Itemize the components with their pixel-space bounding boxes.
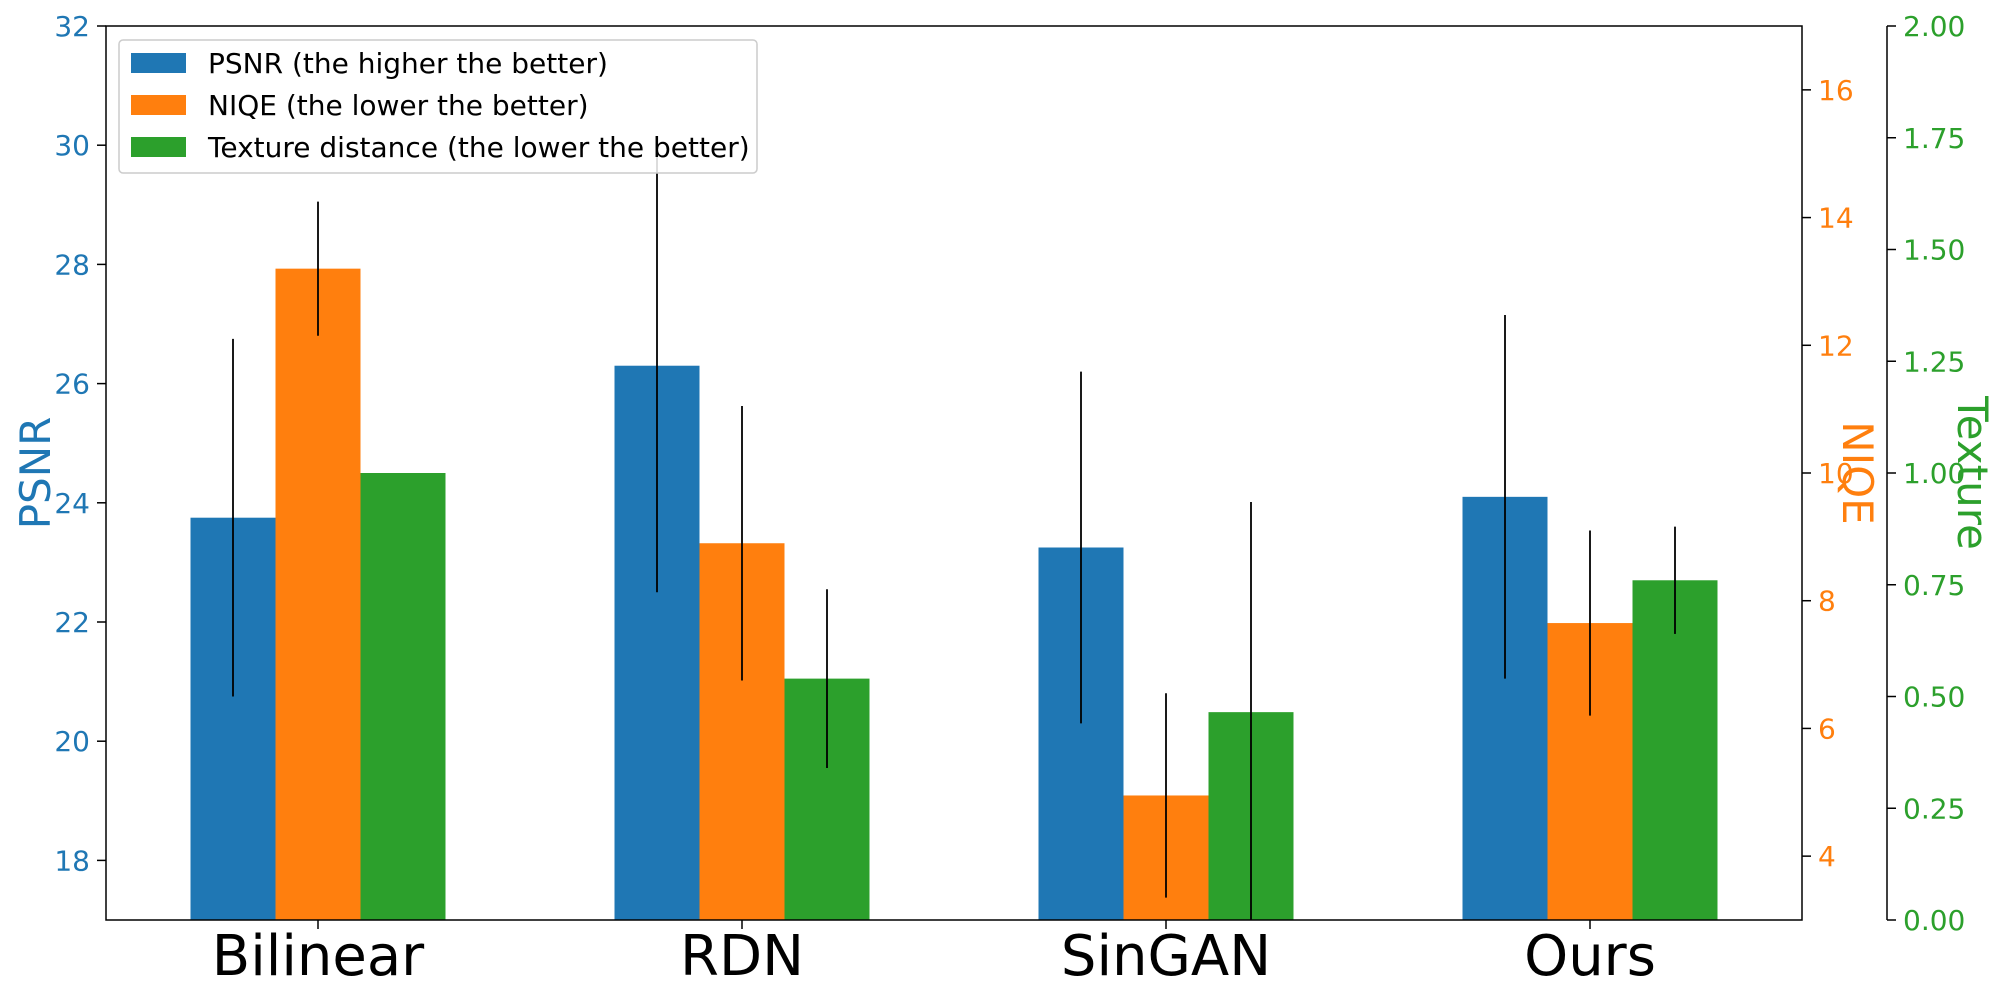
legend-swatch-niqe — [131, 95, 186, 115]
texture-tick-label: 0.50 — [1903, 681, 1965, 714]
bar-niqe-bilinear — [275, 268, 361, 921]
texture-tick-label: 1.25 — [1903, 345, 1965, 378]
texture-tick-label: 0.25 — [1903, 792, 1965, 825]
niqe-tick-label: 10 — [1818, 457, 1854, 490]
niqe-tick-label: 6 — [1818, 712, 1836, 745]
niqe-axis: 4 6 8 10 12 14 16 — [1802, 74, 1854, 873]
texture-tick-label: 0.00 — [1903, 904, 1965, 937]
niqe-tick-label: 4 — [1818, 840, 1836, 873]
psnr-tick-label: 22 — [54, 606, 90, 639]
texture-tick-label: 0.75 — [1903, 569, 1965, 602]
psnr-tick-label: 32 — [54, 10, 90, 43]
category-label-singan: SinGAN — [1061, 924, 1271, 989]
legend-box — [118, 39, 758, 174]
texture-tick-label: 1.50 — [1903, 234, 1965, 267]
category-label-bilinear: Bilinear — [212, 924, 425, 989]
psnr-tick-label: 24 — [54, 487, 90, 520]
psnr-axis: 18 20 22 24 26 28 30 32 — [54, 10, 106, 877]
error-bars-layer — [232, 139, 1676, 920]
bar-texture-bilinear — [360, 473, 446, 920]
legend-label-niqe: NIQE (the lower the better) — [208, 89, 589, 122]
legend-label-psnr: PSNR (the higher the better) — [208, 47, 608, 80]
legend-swatch-texture — [131, 137, 186, 157]
psnr-tick-label: 26 — [54, 368, 90, 401]
texture-axis-title: Texture — [1948, 395, 1997, 550]
psnr-tick-label: 30 — [54, 129, 90, 162]
category-labels: Bilinear RDN SinGAN Ours — [212, 920, 1656, 989]
psnr-tick-label: 20 — [54, 725, 90, 758]
texture-axis: 0.00 0.25 0.50 0.75 1.00 1.25 1.50 1.75 2.00 — [1886, 10, 1965, 937]
legend-swatch-psnr — [131, 53, 186, 73]
bar-texture-ours — [1632, 580, 1718, 920]
psnr-axis-title: PSNR — [11, 417, 60, 530]
bars-layer — [190, 268, 1718, 921]
niqe-tick-label: 14 — [1818, 202, 1854, 235]
legend-label-texture: Texture distance (the lower the better) — [207, 131, 750, 164]
psnr-tick-label: 18 — [54, 844, 90, 877]
texture-tick-label: 1.00 — [1903, 457, 1965, 490]
texture-tick-label: 2.00 — [1903, 10, 1965, 43]
niqe-tick-label: 8 — [1818, 585, 1836, 618]
niqe-tick-label: 16 — [1818, 74, 1854, 107]
niqe-axis-title: NIQE — [1833, 421, 1882, 524]
legend: PSNR (the higher the better) NIQE (the l… — [118, 39, 758, 174]
niqe-tick-label: 12 — [1818, 329, 1854, 362]
category-label-ours: Ours — [1524, 924, 1656, 989]
category-label-rdn: RDN — [680, 924, 804, 989]
psnr-tick-label: 28 — [54, 248, 90, 281]
texture-tick-label: 1.75 — [1903, 122, 1965, 155]
